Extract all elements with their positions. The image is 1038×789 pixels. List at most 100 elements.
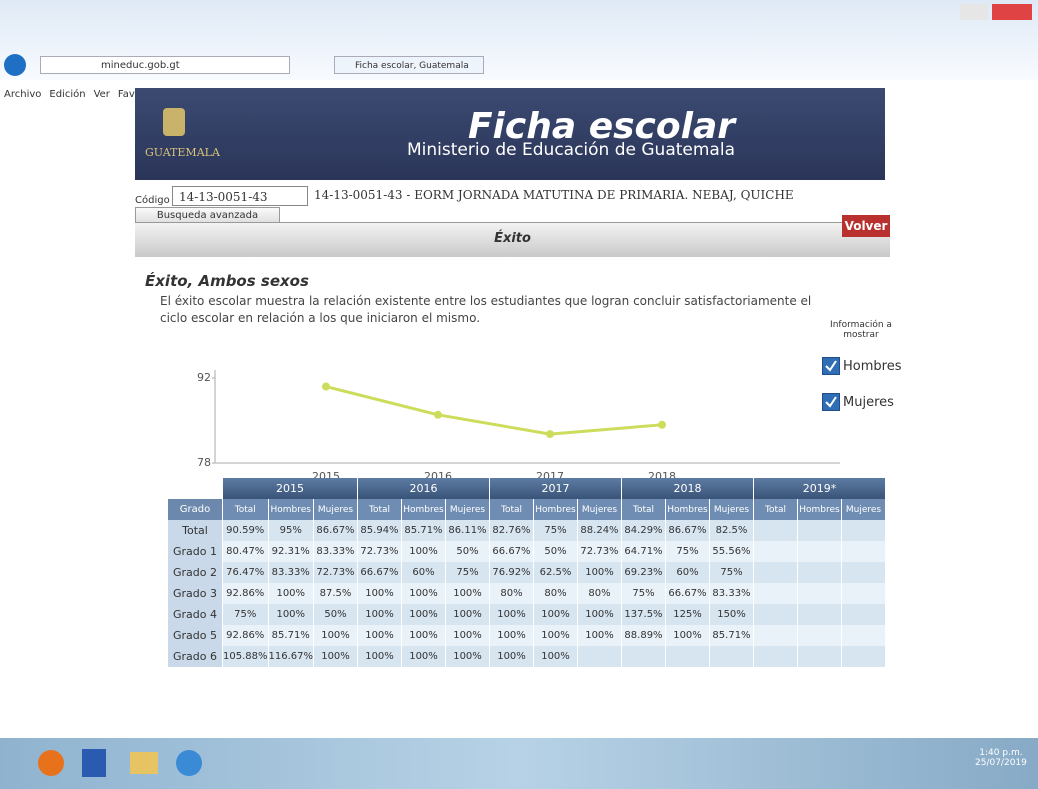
table-cell: 100% — [490, 646, 534, 667]
date: 25/07/2019 — [975, 758, 1027, 768]
table-cell: 66.67% — [490, 541, 534, 562]
table-cell: 100% — [402, 604, 446, 625]
table-cell — [754, 604, 798, 625]
table-cell: 100% — [402, 646, 446, 667]
table-cell — [798, 583, 842, 604]
subheader: Hombres — [268, 499, 314, 520]
row-label: Grado 5 — [168, 625, 223, 646]
explorer-icon[interactable] — [130, 752, 158, 774]
table-cell: 88.89% — [622, 625, 666, 646]
table-cell: 69.23% — [622, 562, 666, 583]
table-cell: 64.71% — [622, 541, 666, 562]
subheader: Total — [358, 499, 402, 520]
firefox-icon[interactable] — [38, 750, 64, 776]
table-row: Grado 475%100%50%100%100%100%100%100%100… — [168, 604, 886, 625]
table-cell: 100% — [578, 562, 622, 583]
table-cell: 100% — [446, 604, 490, 625]
row-label: Grado 3 — [168, 583, 223, 604]
subheader: Hombres — [666, 499, 710, 520]
table-cell — [798, 604, 842, 625]
table-cell: 100% — [358, 604, 402, 625]
subheader: Hombres — [798, 499, 842, 520]
table-cell: 62.5% — [534, 562, 578, 583]
table-cell: 76.92% — [490, 562, 534, 583]
table-cell: 100% — [314, 625, 358, 646]
y-tick-label: 92 — [197, 371, 211, 384]
subheader: Hombres — [402, 499, 446, 520]
table-cell: 50% — [446, 541, 490, 562]
table-cell: 100% — [534, 625, 578, 646]
table-cell: 88.24% — [578, 520, 622, 541]
subheader: Total — [223, 499, 269, 520]
word-icon[interactable] — [82, 749, 106, 777]
table-cell: 75% — [223, 604, 269, 625]
table-cell: 100% — [402, 625, 446, 646]
table-cell: 86.11% — [446, 520, 490, 541]
table-cell: 100% — [666, 625, 710, 646]
table-cell: 72.73% — [314, 562, 358, 583]
table-cell: 86.67% — [314, 520, 358, 541]
table-cell: 75% — [622, 583, 666, 604]
table-cell: 60% — [402, 562, 446, 583]
table-cell: 85.94% — [358, 520, 402, 541]
table-cell: 95% — [268, 520, 314, 541]
table-cell — [842, 625, 886, 646]
subheader: Hombres — [534, 499, 578, 520]
table-cell: 100% — [534, 646, 578, 667]
table-cell: 75% — [446, 562, 490, 583]
table-cell: 66.67% — [358, 562, 402, 583]
table-cell: 116.67% — [268, 646, 314, 667]
table-cell — [842, 520, 886, 541]
clock: 1:40 p.m. 25/07/2019 — [975, 748, 1027, 768]
table-cell: 84.29% — [622, 520, 666, 541]
year-header: 2016 — [358, 478, 490, 499]
table-cell — [798, 625, 842, 646]
table-cell: 80.47% — [223, 541, 269, 562]
table-cell: 85.71% — [710, 625, 754, 646]
table-cell — [798, 646, 842, 667]
subheader: Total — [754, 499, 798, 520]
table-cell: 82.5% — [710, 520, 754, 541]
table-cell: 100% — [490, 604, 534, 625]
row-label: Grado 6 — [168, 646, 223, 667]
table-cell — [798, 541, 842, 562]
subheader: Mujeres — [578, 499, 622, 520]
table-cell: 100% — [578, 604, 622, 625]
table-cell: 100% — [358, 583, 402, 604]
table-cell: 83.33% — [314, 541, 358, 562]
table-cell — [842, 562, 886, 583]
table-cell: 100% — [446, 625, 490, 646]
year-header: 2017 — [490, 478, 622, 499]
data-table: 20152016201720182019*GradoTotalHombresMu… — [168, 478, 886, 667]
table-cell — [754, 562, 798, 583]
table-cell — [754, 625, 798, 646]
table-cell: 85.71% — [268, 625, 314, 646]
year-header: 2019* — [754, 478, 886, 499]
table-cell — [754, 583, 798, 604]
table-cell: 150% — [710, 604, 754, 625]
point — [546, 430, 554, 438]
table-cell: 100% — [490, 625, 534, 646]
year-header: 2015 — [223, 478, 358, 499]
table-cell: 50% — [534, 541, 578, 562]
table-cell: 100% — [402, 541, 446, 562]
subheader: Mujeres — [710, 499, 754, 520]
table-cell: 55.56% — [710, 541, 754, 562]
subheader: Mujeres — [446, 499, 490, 520]
table-cell: 100% — [268, 583, 314, 604]
table-row: Grado 180.47%92.31%83.33%72.73%100%50%66… — [168, 541, 886, 562]
table-cell: 80% — [534, 583, 578, 604]
year-header: 2018 — [622, 478, 754, 499]
row-label: Grado 2 — [168, 562, 223, 583]
table-cell: 100% — [358, 625, 402, 646]
table-cell: 80% — [578, 583, 622, 604]
table-cell: 72.73% — [578, 541, 622, 562]
table-cell: 50% — [314, 604, 358, 625]
point — [434, 411, 442, 419]
row-label: Grado 4 — [168, 604, 223, 625]
ie-icon[interactable] — [176, 750, 202, 776]
